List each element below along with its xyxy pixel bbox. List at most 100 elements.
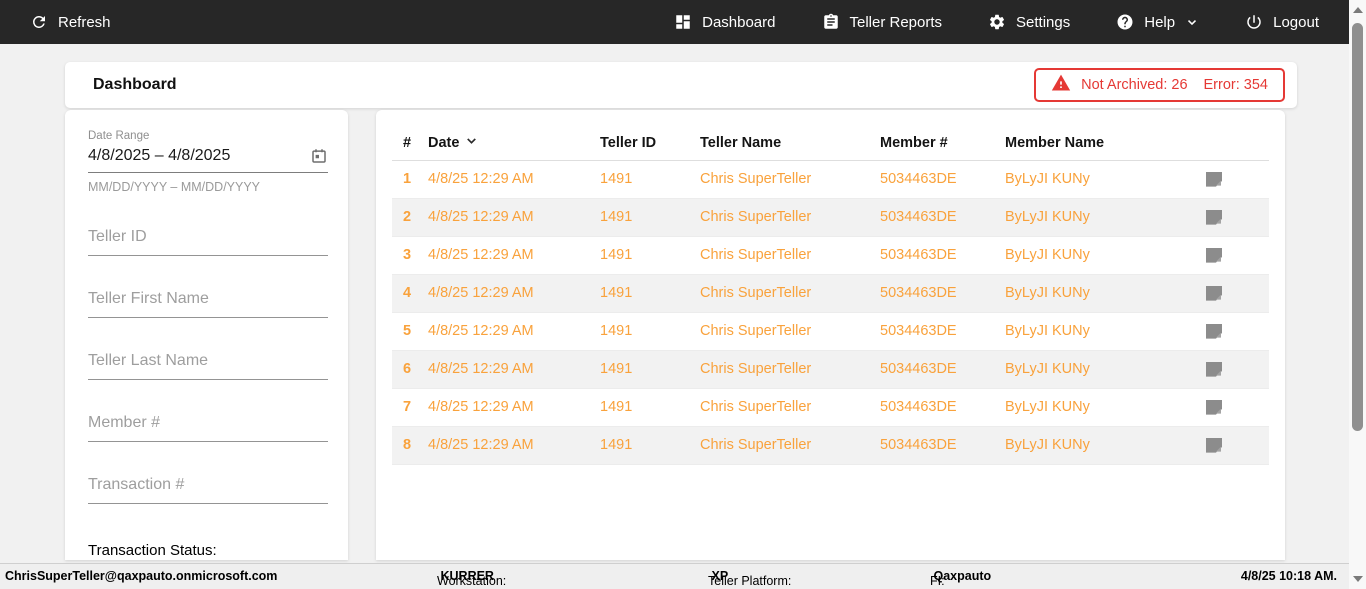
scrollbar-down-arrow[interactable] — [1353, 576, 1363, 582]
col-header-note — [1198, 126, 1269, 161]
table-row[interactable]: 6 4/8/25 12:29 AM 1491 Chris SuperTeller… — [392, 350, 1269, 388]
row-member-number: 5034463DE — [880, 399, 957, 415]
date-format-hint: MM/DD/YYYY – MM/DD/YYYY — [88, 180, 261, 194]
row-member-name: ByLyJI KUNy — [1005, 399, 1090, 415]
note-icon[interactable] — [1206, 323, 1222, 339]
note-icon[interactable] — [1206, 285, 1222, 301]
scrollbar-up-arrow[interactable] — [1353, 7, 1363, 13]
row-member-name: ByLyJI KUNy — [1005, 361, 1090, 377]
row-teller-name: Chris SuperTeller — [700, 361, 812, 377]
table-row[interactable]: 3 4/8/25 12:29 AM 1491 Chris SuperTeller… — [392, 236, 1269, 274]
row-number: 5 — [403, 323, 412, 339]
row-number: 7 — [403, 399, 412, 415]
teller-first-name-input[interactable] — [88, 288, 328, 318]
row-date: 4/8/25 12:29 AM — [428, 437, 534, 453]
col-header-member-number: Member # — [880, 126, 1005, 161]
row-member-number: 5034463DE — [880, 209, 957, 225]
table-body: 1 4/8/25 12:29 AM 1491 Chris SuperTeller… — [392, 160, 1269, 464]
row-date: 4/8/25 12:29 AM — [428, 171, 534, 187]
row-teller-id: 1491 — [600, 323, 633, 339]
row-teller-name: Chris SuperTeller — [700, 285, 812, 301]
refresh-button[interactable]: Refresh — [30, 13, 111, 31]
fi-status: FI: Qaxpauto — [930, 569, 992, 588]
row-teller-name: Chris SuperTeller — [700, 171, 812, 187]
row-date: 4/8/25 12:29 AM — [428, 247, 534, 263]
transaction-status-label: Transaction Status: — [88, 542, 217, 559]
table-row[interactable]: 8 4/8/25 12:29 AM 1491 Chris SuperTeller… — [392, 426, 1269, 464]
transactions-panel: # Date Teller ID Teller Name Member # Me… — [376, 110, 1285, 560]
row-member-number: 5034463DE — [880, 323, 957, 339]
teller-id-field — [88, 226, 328, 256]
col-header-teller-name: Teller Name — [700, 126, 880, 161]
table-row[interactable]: 4 4/8/25 12:29 AM 1491 Chris SuperTeller… — [392, 274, 1269, 312]
clipboard-report-icon — [822, 13, 840, 31]
logged-in-user: ChrisSuperTeller@qaxpauto.onmicrosoft.co… — [5, 569, 278, 583]
row-teller-name: Chris SuperTeller — [700, 247, 812, 263]
row-teller-id: 1491 — [600, 171, 633, 187]
table-row[interactable]: 2 4/8/25 12:29 AM 1491 Chris SuperTeller… — [392, 198, 1269, 236]
archive-error-alert[interactable]: Not Archived: 26 Error: 354 — [1034, 68, 1285, 102]
row-number: 1 — [403, 171, 412, 187]
nav-dashboard[interactable]: Dashboard — [674, 13, 776, 31]
col-header-number: # — [392, 126, 428, 161]
transactions-table: # Date Teller ID Teller Name Member # Me… — [392, 126, 1269, 465]
gear-icon — [988, 13, 1006, 31]
help-icon — [1116, 13, 1134, 31]
top-navbar: Refresh Dashboard Teller Reports Setting… — [0, 0, 1349, 44]
nav-teller-reports[interactable]: Teller Reports — [822, 13, 942, 31]
member-number-field — [88, 412, 328, 442]
workstation-status: Workstation: KURRER — [437, 569, 507, 588]
row-teller-id: 1491 — [600, 361, 633, 377]
teller-last-name-input[interactable] — [88, 350, 328, 380]
transaction-number-input[interactable] — [88, 474, 328, 504]
row-date: 4/8/25 12:29 AM — [428, 323, 534, 339]
date-range-value: 4/8/2025 – 4/8/2025 — [88, 147, 231, 164]
row-teller-id: 1491 — [600, 399, 633, 415]
row-member-name: ByLyJI KUNy — [1005, 437, 1090, 453]
member-number-input[interactable] — [88, 412, 328, 442]
note-icon[interactable] — [1206, 247, 1222, 263]
date-range-field[interactable]: 4/8/2025 – 4/8/2025 — [88, 142, 328, 173]
nav-help[interactable]: Help — [1116, 13, 1199, 31]
power-icon — [1245, 13, 1263, 31]
note-icon[interactable] — [1206, 171, 1222, 187]
col-header-member-name: Member Name — [1005, 126, 1198, 161]
row-member-number: 5034463DE — [880, 361, 957, 377]
row-teller-name: Chris SuperTeller — [700, 209, 812, 225]
row-teller-name: Chris SuperTeller — [700, 399, 812, 415]
calendar-icon[interactable] — [310, 147, 328, 165]
teller-platform-status: Teller Platform: XP — [708, 569, 792, 588]
row-teller-id: 1491 — [600, 247, 633, 263]
row-number: 3 — [403, 247, 412, 263]
dashboard-icon — [674, 13, 692, 31]
row-date: 4/8/25 12:29 AM — [428, 209, 534, 225]
table-row[interactable]: 7 4/8/25 12:29 AM 1491 Chris SuperTeller… — [392, 388, 1269, 426]
filter-sidebar: Date Range 4/8/2025 – 4/8/2025 MM/DD/YYY… — [65, 110, 348, 560]
row-date: 4/8/25 12:29 AM — [428, 285, 534, 301]
nav-settings-label: Settings — [1016, 13, 1071, 31]
row-teller-name: Chris SuperTeller — [700, 437, 812, 453]
scrollbar-thumb[interactable] — [1352, 23, 1363, 431]
navbar-menu: Dashboard Teller Reports Settings Help — [674, 13, 1319, 31]
teller-id-input[interactable] — [88, 226, 328, 256]
table-row[interactable]: 1 4/8/25 12:29 AM 1491 Chris SuperTeller… — [392, 160, 1269, 198]
row-date: 4/8/25 12:29 AM — [428, 361, 534, 377]
note-icon[interactable] — [1206, 399, 1222, 415]
row-member-name: ByLyJI KUNy — [1005, 209, 1090, 225]
nav-logout[interactable]: Logout — [1245, 13, 1319, 31]
note-icon[interactable] — [1206, 361, 1222, 377]
row-member-name: ByLyJI KUNy — [1005, 171, 1090, 187]
warning-triangle-icon — [1051, 73, 1071, 97]
note-icon[interactable] — [1206, 209, 1222, 225]
status-bar: ChrisSuperTeller@qaxpauto.onmicrosoft.co… — [0, 563, 1349, 589]
sort-descending-icon — [464, 133, 479, 152]
table-row[interactable]: 5 4/8/25 12:29 AM 1491 Chris SuperTeller… — [392, 312, 1269, 350]
title-bar: Dashboard Not Archived: 26 Error: 354 — [65, 62, 1297, 108]
note-icon[interactable] — [1206, 437, 1222, 453]
nav-settings[interactable]: Settings — [988, 13, 1070, 31]
row-member-number: 5034463DE — [880, 285, 957, 301]
vertical-scrollbar[interactable] — [1349, 0, 1366, 589]
col-header-date[interactable]: Date — [428, 126, 600, 161]
teller-last-name-field — [88, 350, 328, 380]
page-title: Dashboard — [93, 76, 177, 93]
